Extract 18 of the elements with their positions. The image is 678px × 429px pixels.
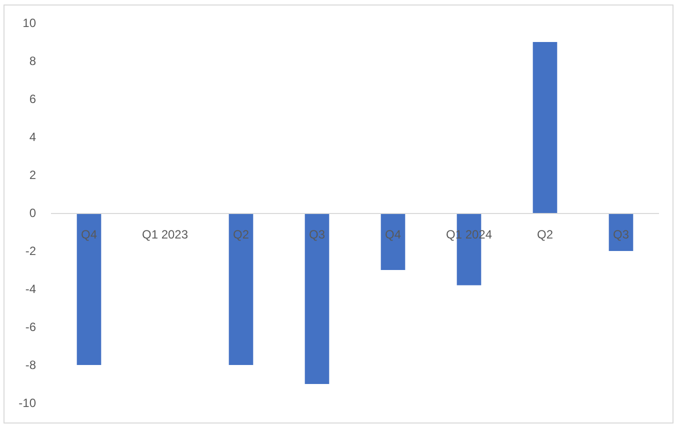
y-tick-label: 2 (29, 168, 36, 182)
x-tick-label: Q4 (384, 227, 402, 242)
x-tick-label: Q2 (232, 227, 250, 242)
x-tick-label: Q2 (536, 227, 554, 242)
y-tick-label: 10 (22, 16, 36, 30)
y-tick-label: -4 (25, 282, 36, 296)
y-tick-label: 6 (29, 92, 36, 106)
x-tick-label: Q1 2023 (142, 227, 188, 242)
y-tick-label: -8 (25, 358, 36, 372)
y-tick-label: -2 (25, 244, 36, 258)
x-tick-label: Q3 (612, 227, 630, 242)
y-tick-label: 4 (29, 130, 36, 144)
y-tick-label: 0 (29, 206, 36, 220)
y-tick-label: -10 (18, 396, 36, 410)
x-tick-label: Q3 (308, 227, 326, 242)
y-tick-label: -6 (25, 320, 36, 334)
y-tick-label: 8 (29, 54, 36, 68)
x-tick-label: Q4 (80, 227, 98, 242)
